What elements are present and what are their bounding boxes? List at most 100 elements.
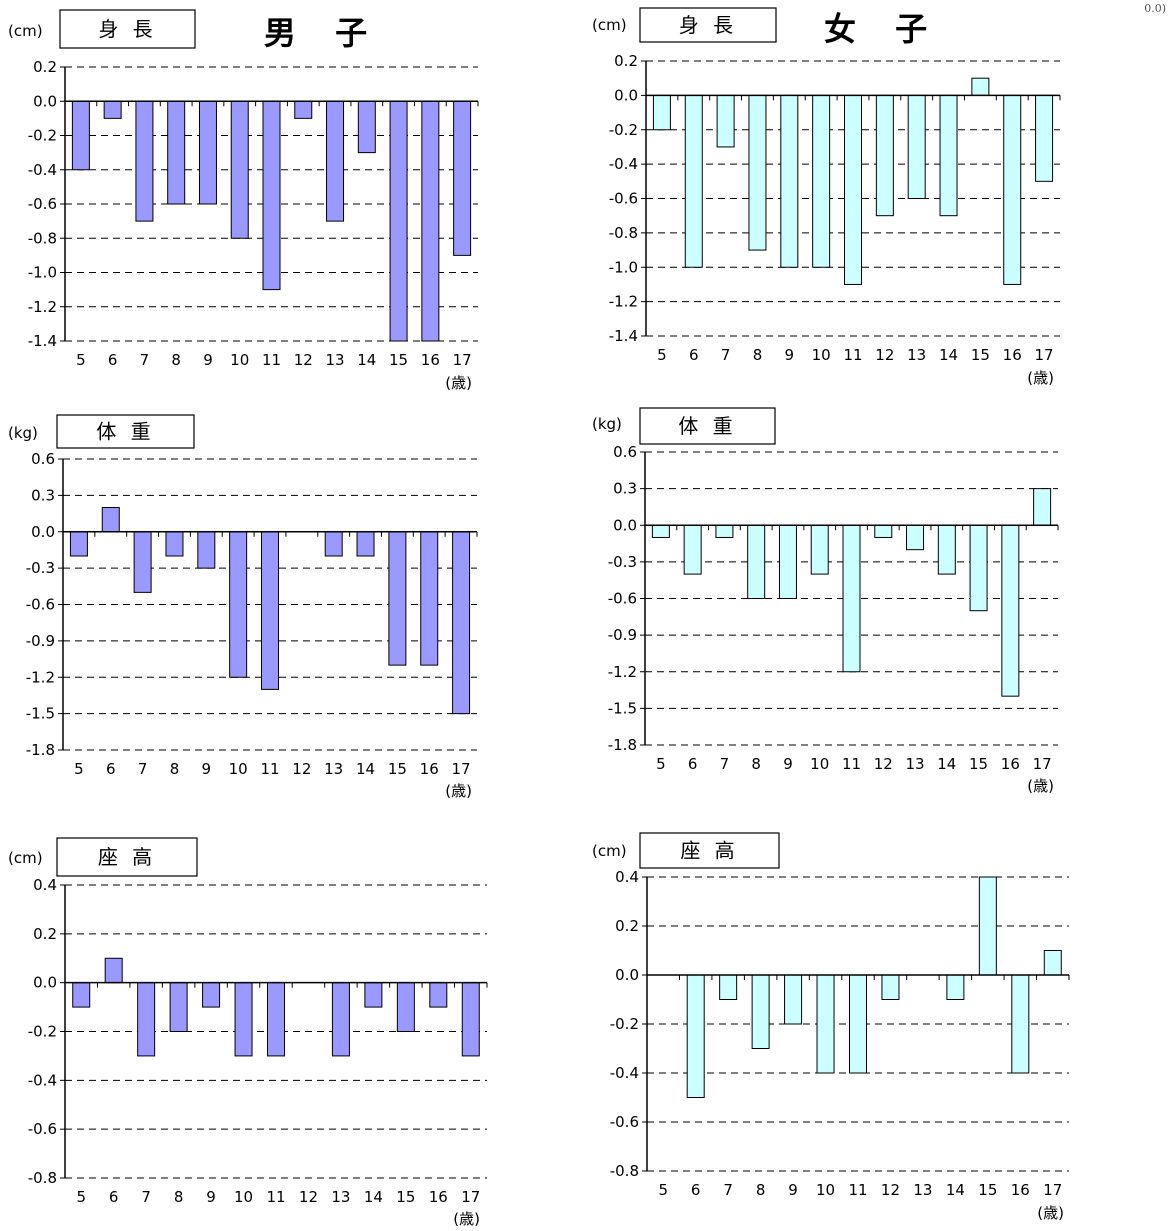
boys-weight-title-box — [56, 414, 195, 449]
boys-weight-x-tick-label: 10 — [229, 760, 248, 778]
girls-height-bar-16 — [1003, 94, 1022, 285]
girls-sitting-x-tick-label: 12 — [881, 1181, 900, 1199]
girls-sitting-y-tick-label: -0.6 — [610, 1113, 639, 1131]
girls-height-x-tick-label: 17 — [1035, 346, 1054, 364]
girls-weight-bar-11 — [842, 524, 861, 673]
girls-sitting-x-tick-label: 16 — [1011, 1181, 1030, 1199]
girls-weight-bar-16 — [1001, 524, 1020, 697]
boys-weight-bar-9 — [197, 531, 216, 569]
girls-weight-x-tick-label: 12 — [874, 755, 893, 773]
boys-weight-x-tick-label: 14 — [356, 760, 375, 778]
girls-sitting-bar-9 — [784, 974, 803, 1025]
girls-sitting-x-tick-label: 7 — [723, 1181, 733, 1199]
girls-weight-bar-14 — [937, 524, 956, 575]
girls-sitting-y-tick-label: -0.8 — [610, 1162, 639, 1180]
girls-weight-bar-17 — [1033, 488, 1052, 526]
girls-weight-x-tick-label: 14 — [937, 755, 956, 773]
girls-weight-x-tick-label: 8 — [751, 755, 761, 773]
girls-sitting-y-tick-label: 0.4 — [615, 868, 639, 886]
boys-sitting-bar-6 — [104, 957, 123, 984]
girls-height-bar-17 — [1035, 94, 1054, 182]
girls-weight-x-tick-label: 6 — [688, 755, 698, 773]
boys-sitting-unit-label: (cm) — [8, 849, 43, 867]
girls-height-x-tick-label: 11 — [843, 346, 862, 364]
girls-weight-bar-6 — [683, 524, 702, 575]
girls-weight-x-tick-label: 17 — [1033, 755, 1052, 773]
boys-sitting-x-tick-label: 12 — [299, 1188, 318, 1206]
girls-sitting-x-tick-label: 5 — [658, 1181, 668, 1199]
boys-height-bar-15 — [389, 100, 408, 342]
boys-height-x-tick-label: 9 — [203, 351, 213, 369]
boys-weight-bar-13 — [324, 531, 343, 557]
girls-height-x-tick-label: 10 — [812, 346, 831, 364]
girls-sitting-bar-8 — [751, 974, 770, 1049]
girls-sitting-x-tick-label: 15 — [978, 1181, 997, 1199]
boys-weight-y-tick-label: 0.0 — [31, 523, 55, 541]
boys-weight-x-axis-label: (歳) — [445, 782, 472, 800]
girls-weight-y-tick-label: -0.9 — [608, 626, 637, 644]
girls-weight-y-tick-label: 0.3 — [613, 480, 637, 498]
boys-sitting-x-tick-label: 10 — [234, 1188, 253, 1206]
boys-height-x-tick-label: 12 — [294, 351, 313, 369]
boys-weight-title: 体 重 — [96, 420, 154, 444]
girls-weight-bar-8 — [747, 524, 766, 599]
girls-height-y-tick-label: 0.2 — [614, 52, 638, 70]
boys-height-x-tick-label: 15 — [389, 351, 408, 369]
girls-sitting-bar-17 — [1043, 950, 1062, 976]
girls-height-y-tick-label: -0.2 — [609, 121, 638, 139]
girls-height-x-tick-label: 9 — [785, 346, 795, 364]
girls-sitting-y-tick-label: 0.2 — [615, 917, 639, 935]
girls-height-bar-14 — [939, 94, 958, 217]
boys-height-x-tick-label: 13 — [325, 351, 344, 369]
boys-weight-bar-15 — [388, 531, 407, 666]
girls-weight-chart: 体 重 (kg) 0.6 0.3 0.0 -0.3 -0.6 -0.9 -1.2 -1.5 -1.8… — [592, 407, 1059, 795]
boys-height-x-tick-label: 6 — [108, 351, 118, 369]
boys-height-y-tick-label: 0.0 — [33, 92, 57, 110]
girls-weight-y-tick-label: 0.0 — [613, 516, 637, 534]
boys-weight-x-tick-label: 16 — [420, 760, 439, 778]
girls-weight-y-tick-label: -0.6 — [608, 590, 637, 608]
boys-sitting-bar-11 — [267, 982, 285, 1057]
girls-height-bar-5 — [652, 94, 671, 131]
boys-weight-bar-7 — [133, 531, 152, 593]
boys-height-x-tick-label: 5 — [76, 351, 86, 369]
boys-sitting-bar-7 — [137, 982, 156, 1057]
boys-weight-y-tick-label: -1.2 — [26, 668, 55, 686]
boys-height-y-tick-label: -1.2 — [28, 298, 57, 316]
boys-height-y-tick-label: -0.2 — [28, 127, 57, 145]
boys-sitting-bar-13 — [331, 982, 350, 1057]
boys-sitting-title: 座 高 — [98, 845, 156, 869]
boys-sitting-x-tick-label: 13 — [331, 1188, 350, 1206]
boys-height-x-tick-label: 10 — [230, 351, 249, 369]
girls-height-x-tick-label: 8 — [753, 346, 763, 364]
boys-sitting-x-tick-label: 14 — [364, 1188, 383, 1206]
boys-sitting-x-tick-label: 8 — [174, 1188, 184, 1206]
boys-sitting-y-tick-label: -0.2 — [28, 1023, 57, 1041]
girls-sitting-x-tick-label: 8 — [756, 1181, 766, 1199]
girls-sitting-x-tick-label: 9 — [788, 1181, 798, 1199]
boys-sitting-x-tick-label: 5 — [76, 1188, 86, 1206]
boys-weight-bar-5 — [69, 531, 88, 557]
girls-weight-unit-label: (kg) — [592, 415, 622, 433]
boys-height-bar-5 — [71, 100, 90, 171]
boys-sitting-x-tick-label: 17 — [461, 1188, 480, 1206]
girls-page-title: 女 子 — [824, 10, 942, 48]
boys-weight-bar-16 — [420, 531, 439, 666]
boys-weight-x-tick-label: 12 — [292, 760, 311, 778]
girls-weight-x-tick-label: 13 — [905, 755, 924, 773]
girls-sitting-bar-12 — [881, 974, 900, 1000]
boys-height-x-tick-label: 8 — [171, 351, 181, 369]
girls-sitting-bar-15 — [978, 876, 997, 976]
boys-weight-bar-6 — [101, 507, 120, 533]
boys-sitting-bar-16 — [429, 982, 448, 1008]
girls-weight-title-box — [639, 407, 776, 445]
boys-sitting-bar-5 — [72, 982, 91, 1008]
boys-weight-y-tick-label: -0.6 — [26, 596, 55, 614]
boys-sitting-x-axis-label: (歳) — [453, 1210, 480, 1228]
girls-sitting-x-tick-label: 10 — [816, 1181, 835, 1199]
girls-weight-bar-10 — [810, 524, 829, 575]
girls-weight-x-tick-label: 10 — [810, 755, 829, 773]
boys-height-chart: 身 長 (cm) 0.2 0.0 -0.2 -0.4 -0.6 -0.8 -1.0 -1.2 -1.… — [8, 9, 479, 392]
boys-height-bar-13 — [326, 100, 345, 222]
boys-weight-x-tick-label: 17 — [452, 760, 471, 778]
